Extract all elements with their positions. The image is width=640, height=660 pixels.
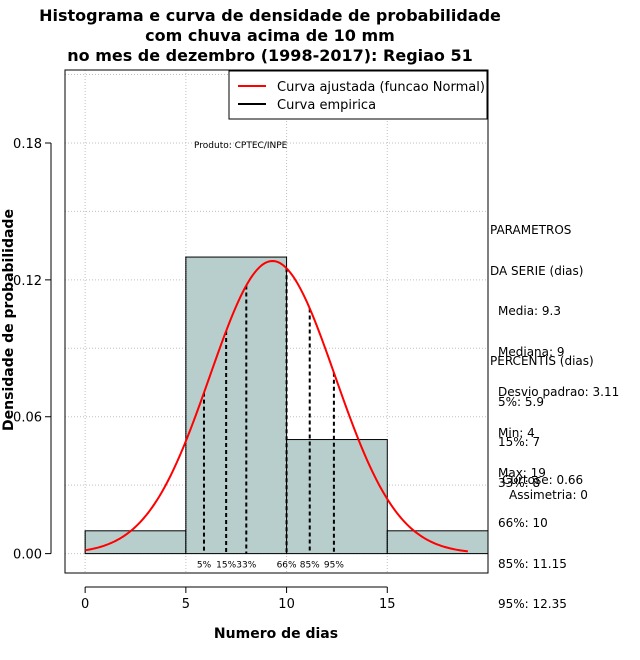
- param-min: Min: 4: [498, 425, 535, 440]
- percentile-lines: 5% 15% 33% 66% 85% 95%: [197, 268, 344, 571]
- x-tick-label: 0: [81, 597, 89, 612]
- plot-frame: [64, 69, 489, 574]
- y-tick-label: 0.00: [13, 548, 42, 563]
- chart-title-line-3: no mes de dezembro (1998-2017): Regiao 5…: [67, 46, 473, 65]
- histogram-bar: [185, 256, 288, 555]
- param-max: Max: 19: [498, 466, 546, 480]
- histogram-bar: [286, 439, 388, 555]
- histogram-bar: [386, 530, 489, 555]
- parametros-heading-1: PARAMETROS: [490, 223, 572, 237]
- percentis-panel: PERCENTIS (dias) 5%: 5.9 15%: 7 33%: 8 6…: [490, 328, 594, 625]
- histogram-bar: [84, 530, 187, 555]
- percentile-label: 5%: [197, 561, 212, 571]
- legend-label: Curva empirica: [277, 98, 376, 113]
- y-tick-label: 0.18: [13, 137, 42, 152]
- x-tick-label: 15: [379, 597, 396, 612]
- normal-curve: [84, 259, 468, 553]
- chart-title-line-1: Histograma e curva de densidade de proba…: [39, 6, 501, 25]
- x-tick-label: 10: [278, 597, 295, 612]
- percentile-label: 33%: [236, 561, 256, 571]
- normal-curve-group: [84, 259, 468, 553]
- parametros-panel: PARAMETROS DA SERIE (dias) Media: 9.3 Me…: [490, 197, 619, 494]
- x-tick-label: 5: [182, 597, 190, 612]
- percentil-15: 15%: 7: [498, 435, 541, 449]
- percentile-label: 66%: [277, 561, 297, 571]
- param-mediana: Mediana: 9: [498, 344, 565, 359]
- percentil-5: 5%: 5.9: [498, 394, 544, 409]
- curtose-text: Curtose: 0.66: [502, 473, 584, 487]
- parametros-heading-2: DA SERIE (dias): [490, 263, 584, 278]
- y-tick-label: 0.12: [13, 274, 42, 289]
- y-axis-label: Densidade de probabilidade: [1, 209, 17, 431]
- legend-box: [228, 70, 488, 120]
- assimetria-text: Assimetria: 0: [509, 488, 588, 502]
- percentile-label: 95%: [324, 561, 344, 571]
- percentil-66: 66%: 10: [498, 516, 548, 530]
- x-axis-label: Numero de dias: [214, 626, 338, 642]
- percentil-33: 33%: 8: [498, 475, 541, 490]
- legend-label: Curva ajustada (funcao Normal): [277, 80, 485, 95]
- percentil-85: 85%: 11.15: [498, 556, 567, 571]
- chart-title-line-2: com chuva acima de 10 mm: [145, 26, 395, 45]
- histogram-bars: [84, 256, 489, 555]
- percentile-label: 15%: [216, 561, 236, 571]
- product-annotation: Produto: CPTEC/INPE: [194, 141, 288, 151]
- percentis-heading: PERCENTIS (dias): [490, 354, 594, 368]
- percentile-label: 85%: [300, 561, 320, 571]
- param-desvio: Desvio padrao: 3.11: [498, 385, 620, 399]
- legend: Curva ajustada (funcao Normal) Curva empi…: [228, 70, 488, 120]
- axes: 0 5 10 15 0.00 0.06 0.12 0.18: [13, 69, 489, 612]
- y-tick-label: 0.06: [13, 411, 42, 426]
- percentil-95: 95%: 12.35: [498, 597, 567, 611]
- param-media: Media: 9.3: [498, 304, 561, 318]
